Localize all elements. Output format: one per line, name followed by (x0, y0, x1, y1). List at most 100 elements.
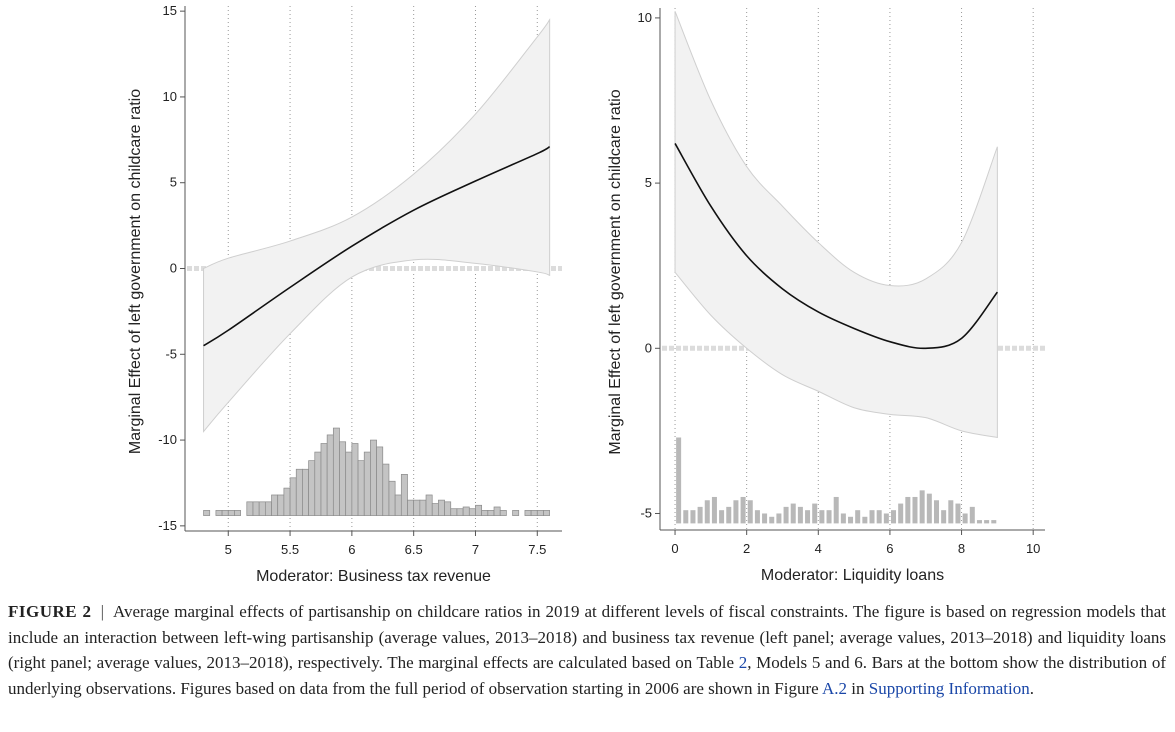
histogram-bar (450, 508, 458, 516)
histogram-bar (883, 513, 889, 524)
x-tick-label: 5 (225, 542, 232, 557)
caption-link[interactable]: 2 (738, 653, 748, 672)
histogram-bar (726, 506, 732, 524)
histogram-bar (676, 437, 682, 524)
caption-label: FIGURE 2 (8, 602, 92, 621)
histogram-bar (855, 510, 861, 524)
x-tick-label: 6.5 (405, 542, 423, 557)
histogram-bar (388, 480, 396, 516)
histogram-bar (762, 513, 768, 524)
histogram-bar (493, 506, 501, 516)
histogram-bar (302, 468, 309, 516)
histogram-bar (456, 508, 464, 516)
histogram-bar (769, 516, 775, 524)
histogram-bar (215, 510, 223, 516)
x-tick-label: 7 (472, 542, 479, 557)
histogram-bar (345, 451, 353, 516)
caption-text: Average marginal effects of partisanship… (8, 602, 1166, 672)
histogram-bar (969, 506, 975, 524)
x-tick-label: 2 (743, 541, 750, 556)
histogram-bar (376, 446, 384, 516)
histogram-bar (783, 506, 789, 524)
caption-link[interactable]: Supporting Information (868, 678, 1030, 698)
histogram-bar (991, 520, 997, 524)
histogram-bar (543, 510, 550, 516)
histogram-bar (499, 510, 507, 516)
histogram-bar (370, 439, 377, 516)
effect-line (203, 145, 551, 347)
histogram-bar (438, 499, 445, 516)
y-tick-label: 0 (170, 261, 177, 276)
histogram-bar (475, 504, 483, 516)
histogram-bar (283, 487, 291, 516)
caption-text: in (847, 678, 869, 698)
histogram-bar (747, 500, 753, 524)
histogram-bar (976, 520, 982, 524)
panel: -5 0 5 10 0 2 4 6 8 10 Moderator: Liquidity loans M… (607, 8, 1045, 584)
histogram-bar (719, 510, 725, 524)
histogram-bar (227, 510, 235, 516)
histogram-bar (413, 499, 421, 516)
caption-text: , Models 5 and 6. Bars at the bottom sho… (8, 653, 1166, 698)
histogram-bar (697, 506, 703, 524)
y-tick-label: 15 (163, 3, 177, 18)
histogram-bar (289, 477, 297, 516)
histogram-bar (819, 510, 825, 524)
histogram-bar (891, 510, 897, 524)
histogram-bar (876, 510, 882, 524)
histogram-bar (258, 501, 266, 516)
effect-line (674, 143, 998, 350)
histogram-bar (898, 503, 904, 524)
y-tick-label: 10 (163, 89, 177, 104)
histogram-bar (271, 494, 279, 516)
histogram-bar (444, 501, 452, 516)
x-tick-label: 6 (348, 542, 355, 557)
histogram-bar (869, 510, 875, 524)
y-tick-label: -15 (158, 518, 177, 533)
histogram-bar (314, 451, 322, 516)
histogram-bar (933, 500, 939, 524)
caption-text: . (1029, 678, 1034, 698)
histogram-bar (833, 496, 839, 524)
histogram-bar (295, 468, 303, 516)
histogram-bar (221, 510, 229, 516)
x-tick-label: 7.5 (528, 542, 546, 557)
confidence-band (674, 11, 998, 439)
histogram-bar (530, 510, 538, 516)
histogram-bar (400, 474, 408, 516)
histogram-bar (690, 510, 696, 524)
histogram-bar (203, 510, 211, 516)
x-tick-label: 0 (671, 541, 678, 556)
histogram-bar (419, 499, 427, 516)
histogram-bar (431, 503, 439, 516)
histogram-bar (277, 494, 285, 516)
y-tick-label: -5 (640, 505, 652, 520)
histogram-bar (948, 500, 954, 524)
y-tick-label: 10 (638, 10, 652, 25)
histogram-bar (487, 510, 495, 516)
histogram-bar (905, 496, 911, 524)
y-tick-label: -10 (158, 432, 177, 447)
histogram-bar (941, 510, 947, 524)
histogram-bar (754, 510, 760, 524)
x-axis-label: Moderator: Business tax revenue (256, 568, 491, 585)
histogram-bar (984, 520, 990, 524)
histogram-bar (320, 443, 328, 516)
histogram-bar (740, 496, 746, 524)
histogram-bar (912, 496, 918, 524)
histogram-bar (363, 451, 371, 516)
y-tick-label: 5 (170, 175, 177, 190)
histogram-bar (790, 503, 796, 524)
histogram-bar (962, 513, 968, 524)
histogram-bar (252, 501, 260, 516)
y-axis-label: Marginal Effect of left government on ch… (127, 89, 144, 454)
x-tick-label: 6 (886, 541, 893, 556)
histogram-bar (536, 510, 544, 516)
caption-link[interactable]: A.2 (821, 678, 847, 698)
x-tick-label: 10 (1026, 541, 1040, 556)
histogram-bar (351, 443, 359, 516)
x-tick-label: 5.5 (281, 542, 299, 557)
histogram-bar (394, 494, 402, 516)
histogram-bar (425, 494, 433, 516)
